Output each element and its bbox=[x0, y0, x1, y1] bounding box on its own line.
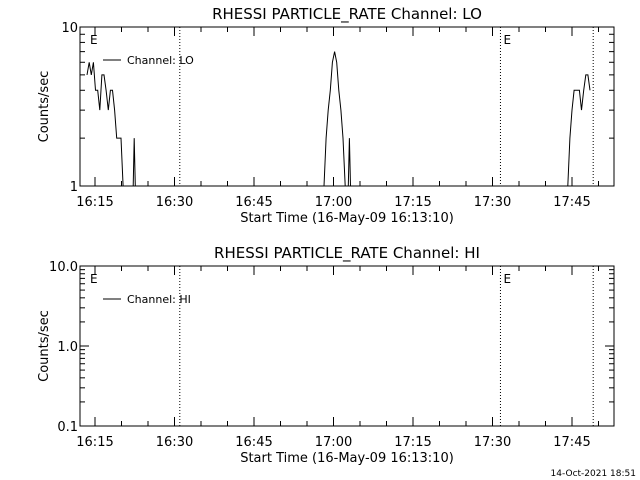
plot-frame bbox=[79, 26, 615, 187]
y-tick-label: 10 bbox=[61, 21, 78, 36]
event-marker-label: E bbox=[90, 33, 98, 47]
event-marker-label: E bbox=[503, 272, 511, 286]
y-axis-label: Counts/sec bbox=[37, 310, 52, 382]
x-axis-label: Start Time (16-May-09 16:13:10) bbox=[240, 211, 454, 226]
panel-lo: RHESSI PARTICLE_RATE Channel: LO 1 10 16:15… bbox=[37, 5, 615, 226]
x-tick-label: 17:15 bbox=[394, 435, 431, 450]
series-line bbox=[567, 74, 591, 187]
chart-title: RHESSI PARTICLE_RATE Channel: LO bbox=[212, 5, 482, 24]
chart-title: RHESSI PARTICLE_RATE Channel: HI bbox=[214, 244, 480, 263]
event-marker-label: E bbox=[503, 33, 511, 47]
x-tick-label: 16:45 bbox=[235, 435, 272, 450]
series-line bbox=[347, 138, 351, 187]
footer-timestamp: 14-Oct-2021 18:51 bbox=[551, 469, 636, 479]
x-tick-label: 17:45 bbox=[553, 195, 590, 210]
series-line bbox=[132, 138, 136, 187]
x-tick-label: 17:45 bbox=[553, 435, 590, 450]
plot-frame bbox=[79, 265, 615, 427]
x-tick-label: 16:45 bbox=[235, 195, 272, 210]
x-tick-label: 17:00 bbox=[315, 435, 352, 450]
event-marker-label: E bbox=[90, 272, 98, 286]
legend-entry: Channel: HI bbox=[127, 293, 191, 306]
series-line bbox=[86, 62, 124, 187]
x-tick-label: 16:30 bbox=[156, 435, 193, 450]
y-tick-label: 1.0 bbox=[57, 340, 78, 355]
x-tick-label: 16:15 bbox=[76, 195, 113, 210]
x-tick-label: 17:15 bbox=[394, 195, 431, 210]
x-tick-label: 16:15 bbox=[76, 435, 113, 450]
panel-hi: RHESSI PARTICLE_RATE Channel: HI 0.1 1.0 10… bbox=[37, 244, 615, 466]
y-axis-label: Counts/sec bbox=[37, 71, 52, 143]
x-tick-label: 16:30 bbox=[156, 195, 193, 210]
y-tick-label: 10.0 bbox=[49, 260, 78, 275]
y-tick-label: 0.1 bbox=[57, 420, 78, 435]
x-tick-label: 17:30 bbox=[474, 195, 511, 210]
x-tick-label: 17:30 bbox=[474, 435, 511, 450]
y-tick-label: 1 bbox=[70, 180, 78, 195]
x-axis-label: Start Time (16-May-09 16:13:10) bbox=[240, 451, 454, 466]
legend-entry: Channel: LO bbox=[127, 54, 194, 67]
series-line bbox=[323, 51, 346, 187]
x-tick-label: 17:00 bbox=[315, 195, 352, 210]
